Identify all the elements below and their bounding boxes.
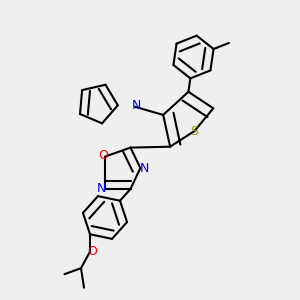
Text: S: S <box>190 124 198 138</box>
Text: N: N <box>139 161 149 175</box>
Text: N: N <box>132 99 141 112</box>
Text: O: O <box>99 148 108 162</box>
Text: O: O <box>87 245 97 258</box>
Text: N: N <box>97 182 106 196</box>
